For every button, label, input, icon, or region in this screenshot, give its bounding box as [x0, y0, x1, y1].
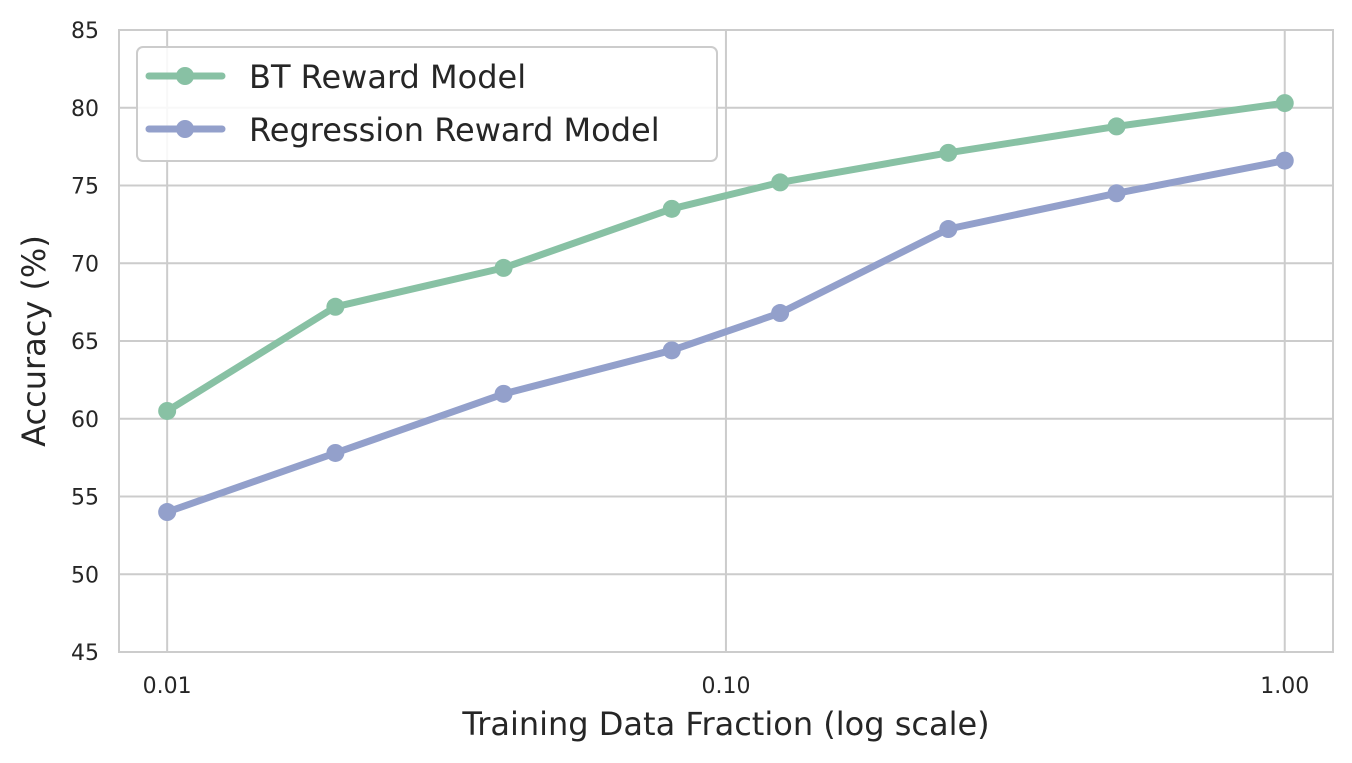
series-1-point: [1107, 184, 1126, 203]
legend-box: [136, 46, 718, 162]
series-1-point: [494, 384, 513, 403]
series-0-point: [158, 401, 177, 420]
series-1-point: [1275, 151, 1294, 170]
series-layer: [158, 94, 1294, 522]
y-tick-label: 50: [71, 563, 99, 588]
tick-label-layer: 45 50 55 60 65 70 75 80 85 0.01 0.10 1.00: [71, 19, 1309, 699]
y-tick-label: 80: [71, 97, 99, 122]
series-0-point: [939, 143, 958, 162]
series-0-point: [771, 173, 790, 192]
plot-frame: [118, 29, 1334, 653]
legend-label-bt: BT Reward Model: [249, 58, 526, 96]
y-tick-label: 45: [71, 641, 99, 666]
x-axis-title: Training Data Fraction (log scale): [461, 705, 989, 743]
y-tick-label: 60: [71, 408, 99, 433]
y-tick-label: 70: [71, 252, 99, 277]
legend-swatch-bt-marker: [176, 67, 194, 85]
series-line-1: [163, 157, 1289, 516]
series-line-0: [163, 99, 1289, 415]
series-0-point: [662, 199, 681, 218]
y-tick-label: 75: [71, 175, 99, 200]
series-1-point: [771, 304, 790, 323]
series-1-point: [939, 220, 958, 239]
x-tick-label: 0.10: [701, 674, 750, 699]
series-0-point: [494, 258, 513, 277]
legend-swatch-regression-marker: [176, 120, 194, 138]
y-tick-label: 85: [71, 19, 99, 44]
x-tick-label: 1.00: [1260, 674, 1309, 699]
series-1-point: [158, 503, 177, 522]
series-0-point: [326, 297, 345, 316]
series-0-point: [1107, 117, 1126, 136]
legend: BT Reward Model Regression Reward Model: [136, 46, 718, 162]
y-axis-title: Accuracy (%): [15, 235, 53, 447]
legend-label-regression: Regression Reward Model: [249, 111, 660, 149]
x-tick-label: 0.01: [143, 674, 192, 699]
y-tick-label: 65: [71, 330, 99, 355]
series-1-point: [326, 443, 345, 462]
series-1-point: [662, 341, 681, 360]
y-tick-label: 55: [71, 486, 99, 511]
series-0-point: [1275, 94, 1294, 113]
